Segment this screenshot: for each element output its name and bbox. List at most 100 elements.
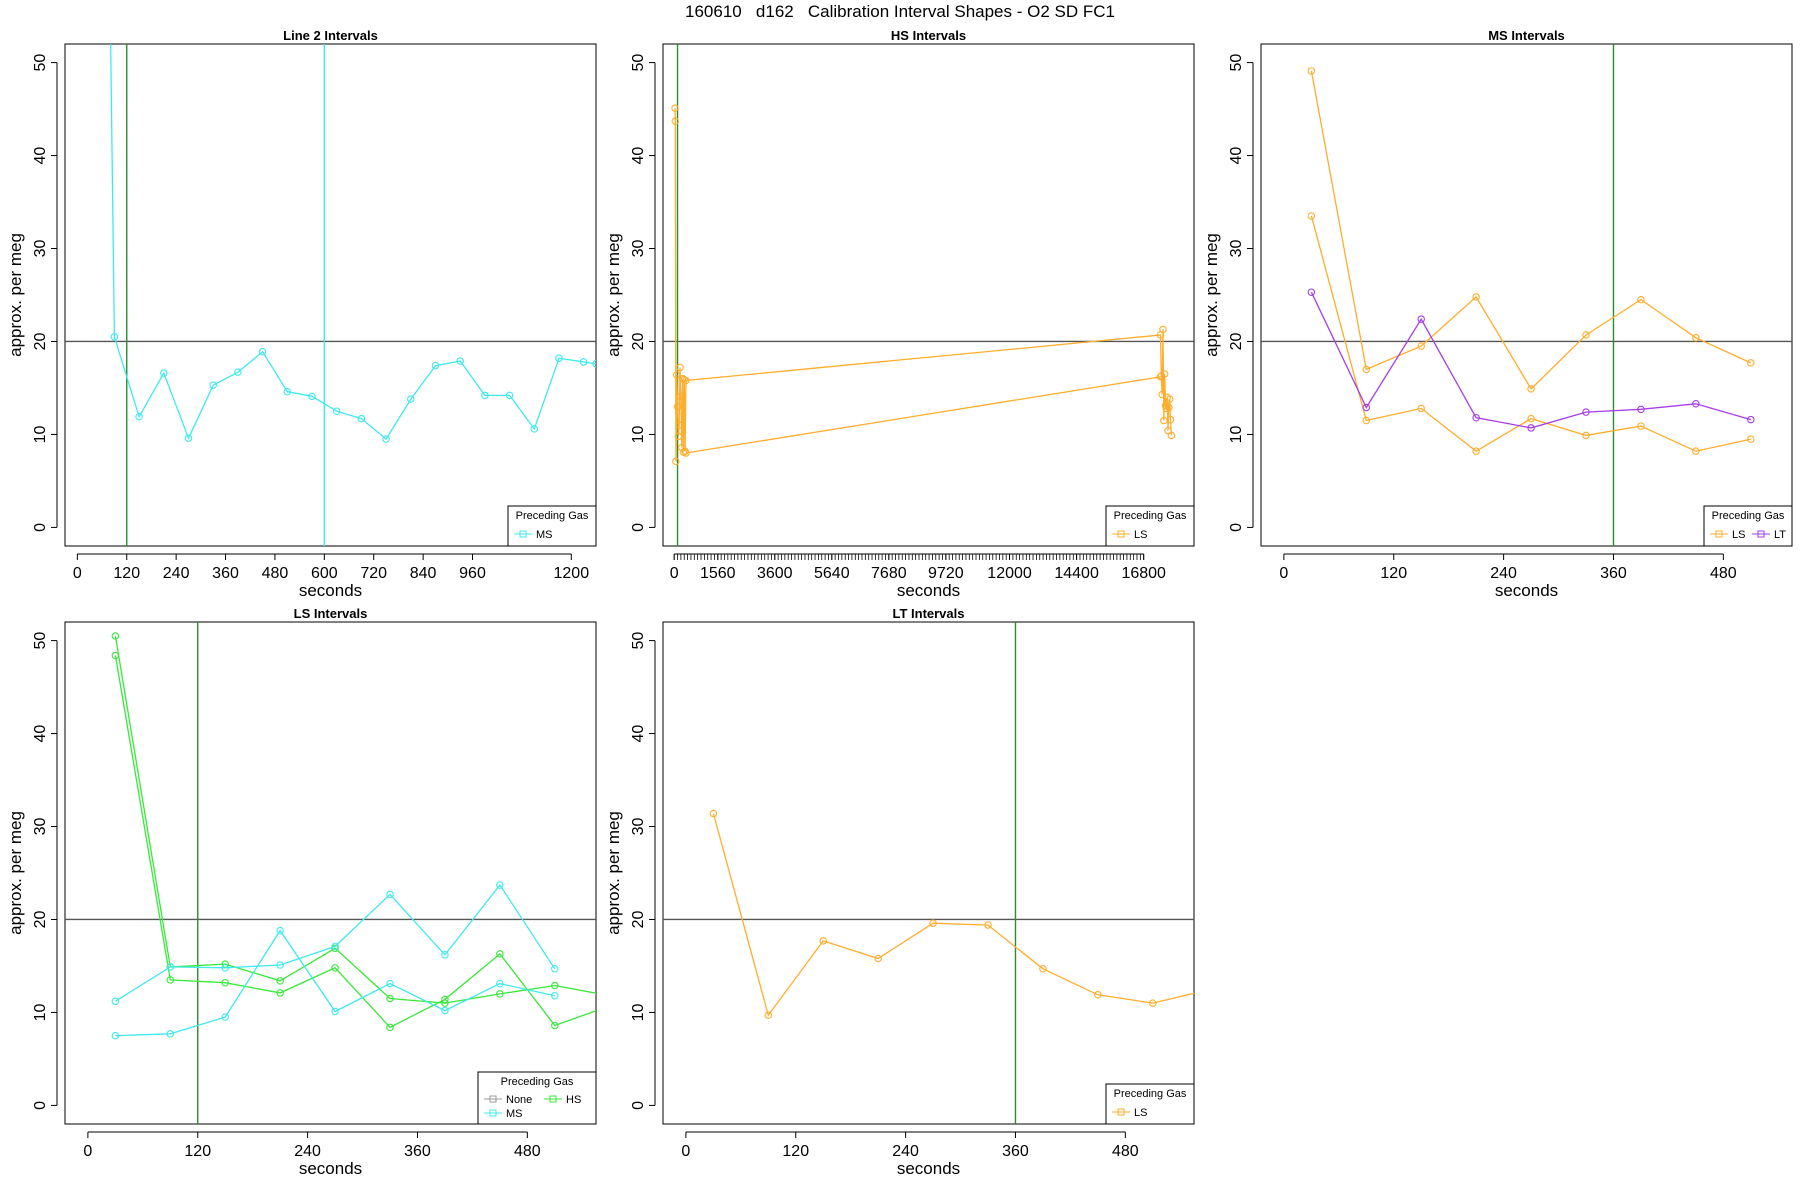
x-tick-label: 0 bbox=[83, 1143, 92, 1160]
panel-title: Line 2 Intervals bbox=[283, 28, 378, 43]
x-tick-label: 14400 bbox=[1054, 565, 1099, 582]
y-tick-label: 0 bbox=[32, 1101, 49, 1110]
x-tick-label: 7680 bbox=[871, 565, 907, 582]
y-tick-label: 30 bbox=[32, 818, 49, 836]
data-point bbox=[1527, 414, 1535, 423]
data-point bbox=[1692, 447, 1700, 455]
x-tick-label: 240 bbox=[892, 1143, 919, 1160]
y-tick-label: 10 bbox=[32, 1003, 49, 1021]
plot-frame bbox=[662, 43, 1195, 547]
x-tick-label: 360 bbox=[1002, 1143, 1029, 1160]
data-point bbox=[1165, 403, 1173, 412]
series-line bbox=[1310, 215, 1751, 452]
x-tick-label: 12000 bbox=[987, 565, 1032, 582]
y-tick-label: 10 bbox=[630, 1003, 647, 1021]
data-point bbox=[1156, 373, 1165, 381]
chart-panel: MS Intervals 0 10 20 30 40 50 approx. per meg 0 1… bbox=[1202, 28, 1793, 600]
data-point bbox=[929, 919, 937, 927]
plot-area bbox=[663, 44, 1194, 546]
y-tick-label: 50 bbox=[32, 54, 49, 72]
data-point bbox=[682, 376, 690, 385]
data-point bbox=[1472, 293, 1480, 301]
data-point bbox=[496, 990, 504, 998]
data-point bbox=[276, 961, 284, 969]
x-tick-label: 720 bbox=[360, 565, 387, 582]
data-point bbox=[111, 1031, 120, 1040]
data-point bbox=[1362, 403, 1371, 412]
y-tick-label: 20 bbox=[1228, 332, 1245, 350]
plot-area bbox=[663, 622, 1211, 1124]
y-axis-label: approx. per meg bbox=[6, 233, 25, 357]
plot-frame bbox=[662, 621, 1195, 1125]
legend-label: HS bbox=[566, 1094, 581, 1106]
data-point bbox=[331, 1007, 339, 1016]
data-point bbox=[1159, 325, 1167, 334]
plot-frame bbox=[64, 43, 597, 547]
x-tick-label: 480 bbox=[1112, 1143, 1139, 1160]
data-point bbox=[984, 921, 992, 929]
data-point bbox=[1205, 987, 1211, 993]
x-tick-label: 360 bbox=[404, 1143, 431, 1160]
data-point bbox=[673, 402, 682, 411]
data-point bbox=[1417, 315, 1425, 323]
data-point bbox=[1149, 999, 1157, 1007]
x-tick-label: 240 bbox=[294, 1143, 321, 1160]
x-tick-label: 480 bbox=[1710, 565, 1737, 582]
x-tick-label: 360 bbox=[212, 565, 239, 582]
data-point bbox=[1527, 385, 1535, 393]
data-point bbox=[1307, 212, 1316, 220]
x-tick-label: 9720 bbox=[928, 565, 964, 582]
data-point bbox=[111, 651, 120, 660]
legend-swatch bbox=[489, 1109, 497, 1117]
x-tick-label: 0 bbox=[681, 1143, 690, 1160]
series-line bbox=[1310, 70, 1752, 390]
data-point bbox=[1307, 288, 1316, 296]
legend-swatch bbox=[1757, 530, 1765, 538]
data-point bbox=[110, 333, 119, 341]
data-point bbox=[135, 413, 143, 421]
data-point bbox=[1039, 965, 1047, 973]
data-point bbox=[1165, 395, 1174, 403]
y-tick-label: 20 bbox=[630, 332, 647, 350]
data-point bbox=[1417, 404, 1425, 413]
data-point bbox=[1582, 431, 1590, 440]
page-title: 160610 d162 Calibration Interval Shapes … bbox=[685, 2, 1115, 21]
data-point bbox=[221, 978, 229, 987]
y-tick-label: 0 bbox=[630, 523, 647, 532]
data-point bbox=[764, 1011, 773, 1019]
y-tick-label: 10 bbox=[630, 425, 647, 443]
data-point bbox=[1582, 331, 1590, 339]
x-tick-label: 240 bbox=[1490, 565, 1517, 582]
data-point bbox=[819, 937, 827, 945]
series-line bbox=[114, 655, 596, 1029]
data-point bbox=[308, 392, 316, 401]
data-point bbox=[579, 358, 588, 366]
y-tick-label: 50 bbox=[1228, 54, 1245, 72]
y-tick-label: 10 bbox=[32, 425, 49, 443]
y-axis-label: approx. per meg bbox=[6, 811, 25, 935]
data-point bbox=[441, 995, 449, 1004]
data-point bbox=[258, 347, 267, 356]
series-line bbox=[1310, 291, 1751, 429]
data-point bbox=[276, 989, 284, 997]
legend-swatch bbox=[1715, 530, 1723, 538]
y-tick-label: 20 bbox=[630, 910, 647, 928]
data-point bbox=[496, 881, 504, 889]
y-tick-label: 50 bbox=[630, 632, 647, 650]
data-point bbox=[1167, 431, 1176, 440]
legend-swatch bbox=[489, 1095, 497, 1103]
data-point bbox=[431, 361, 440, 370]
data-point bbox=[1094, 991, 1102, 999]
data-point bbox=[675, 421, 683, 429]
series-line bbox=[110, 44, 596, 441]
panel-title: HS Intervals bbox=[891, 28, 966, 43]
x-tick-label: 240 bbox=[163, 565, 190, 582]
data-point bbox=[1692, 334, 1700, 342]
data-point bbox=[1472, 413, 1480, 422]
data-point bbox=[682, 449, 690, 457]
plot-area bbox=[65, 44, 596, 546]
data-point bbox=[234, 368, 242, 376]
y-tick-label: 0 bbox=[32, 523, 49, 532]
x-tick-label: 3600 bbox=[757, 565, 793, 582]
data-point bbox=[496, 979, 504, 988]
